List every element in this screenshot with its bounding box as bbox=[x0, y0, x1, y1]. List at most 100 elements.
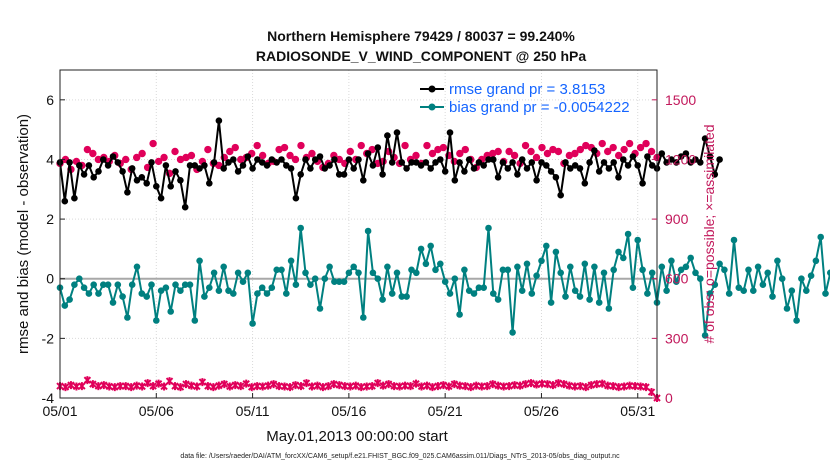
obs-possible-marker bbox=[527, 147, 535, 156]
rmse-point bbox=[181, 203, 189, 211]
obs-assimilated-marker bbox=[521, 380, 530, 389]
bias-point bbox=[162, 284, 170, 292]
bias-point bbox=[817, 233, 824, 241]
obs-possible-marker bbox=[554, 147, 563, 156]
obs-assimilated-marker bbox=[220, 380, 229, 389]
bias-point bbox=[509, 329, 516, 336]
obs-possible-marker bbox=[231, 143, 239, 152]
bias-point bbox=[639, 266, 646, 274]
rmse-point bbox=[701, 135, 709, 142]
rmse-point bbox=[249, 165, 256, 172]
bias-point bbox=[186, 281, 194, 289]
bias-point bbox=[335, 278, 343, 286]
obs-assimilated-marker bbox=[143, 379, 152, 388]
rmse-point bbox=[172, 168, 179, 175]
obs-assimilated-marker bbox=[242, 379, 250, 388]
bias-point bbox=[355, 269, 362, 277]
obs-assimilated-marker bbox=[647, 388, 656, 397]
obs-possible-marker bbox=[456, 149, 464, 158]
obs-possible-marker bbox=[423, 141, 431, 150]
bias-point bbox=[677, 266, 685, 274]
bias-point bbox=[278, 266, 285, 274]
bias-point bbox=[393, 269, 401, 277]
rmse-point bbox=[451, 177, 459, 184]
obs-possible-marker bbox=[543, 149, 552, 158]
rmse-point bbox=[499, 159, 507, 166]
bias-point bbox=[764, 269, 771, 277]
obs-possible-marker bbox=[505, 147, 513, 156]
obs-assimilated-marker bbox=[516, 381, 524, 390]
bias-point bbox=[441, 278, 449, 286]
bias-point bbox=[461, 266, 468, 274]
rmse-point bbox=[369, 162, 377, 169]
bias-point bbox=[783, 305, 791, 312]
rmse-point bbox=[658, 150, 666, 157]
obs-assimilated-marker bbox=[483, 382, 491, 391]
bias-point bbox=[648, 269, 656, 277]
rmse-point bbox=[427, 165, 435, 172]
obs-assimilated-marker bbox=[182, 380, 190, 389]
x-tick-label: 05/11 bbox=[236, 403, 270, 419]
rmse-point bbox=[682, 150, 690, 157]
rmse-point bbox=[586, 159, 593, 166]
bias-point bbox=[413, 269, 420, 277]
bias-point bbox=[798, 275, 805, 283]
bias-point bbox=[644, 290, 651, 297]
plot-frame bbox=[59, 69, 658, 399]
obs-assimilated-marker bbox=[527, 379, 535, 388]
obs-assimilated-marker bbox=[510, 381, 519, 390]
obs-assimilated-marker bbox=[642, 383, 650, 392]
rmse-point bbox=[518, 156, 526, 163]
rmse-point bbox=[494, 174, 502, 181]
obs-assimilated-marker bbox=[105, 382, 114, 391]
rmse-point bbox=[615, 174, 622, 181]
obs-assimilated-marker bbox=[138, 382, 146, 391]
rmse-point bbox=[335, 171, 343, 178]
bias-point bbox=[793, 317, 800, 324]
bias-point bbox=[345, 269, 353, 277]
rmse-point bbox=[148, 159, 155, 166]
obs-assimilated-marker bbox=[352, 381, 360, 390]
rmse-point bbox=[225, 159, 232, 166]
rmse-point bbox=[76, 162, 83, 169]
obs-assimilated-marker bbox=[215, 381, 223, 390]
x-tick-label: 05/06 bbox=[139, 403, 174, 419]
rmse-point bbox=[384, 132, 391, 139]
obs-assimilated-marker bbox=[488, 380, 497, 389]
bias-point bbox=[490, 290, 497, 297]
obs-possible-marker bbox=[286, 151, 294, 160]
obs-assimilated-marker bbox=[505, 382, 513, 391]
bias-point bbox=[374, 275, 382, 283]
rmse-point bbox=[364, 150, 372, 157]
bias-point bbox=[230, 290, 237, 297]
bias-point bbox=[80, 284, 88, 292]
rmse-point bbox=[673, 159, 680, 166]
obs-assimilated-marker bbox=[67, 381, 75, 390]
y-right-tick-label: 600 bbox=[665, 271, 689, 287]
obs-possible-marker bbox=[636, 143, 645, 152]
obs-assimilated-marker bbox=[384, 380, 393, 389]
bias-point bbox=[740, 287, 747, 295]
bias-point bbox=[470, 290, 478, 297]
obs-assimilated-marker bbox=[176, 383, 185, 392]
rmse-point bbox=[465, 156, 473, 163]
bias-point bbox=[721, 266, 728, 274]
obs-possible-marker bbox=[138, 149, 146, 158]
bias-point bbox=[687, 254, 694, 262]
bias-point bbox=[388, 290, 396, 297]
bias-point bbox=[754, 263, 762, 271]
y-right-tick-label: 900 bbox=[665, 211, 689, 227]
obs-assimilated-marker bbox=[89, 380, 97, 389]
obs-possible-marker bbox=[253, 141, 261, 150]
bias-point bbox=[533, 272, 540, 280]
obs-assimilated-marker bbox=[636, 382, 645, 391]
rmse-point bbox=[629, 153, 637, 160]
bias-point bbox=[316, 305, 324, 312]
bias-point bbox=[759, 281, 767, 289]
rmse-point bbox=[167, 183, 174, 190]
rmse-point bbox=[398, 159, 406, 166]
obs-assimilated-marker bbox=[373, 379, 382, 388]
bias-point bbox=[350, 263, 358, 271]
bias-point bbox=[408, 266, 415, 274]
bias-point bbox=[128, 281, 136, 289]
